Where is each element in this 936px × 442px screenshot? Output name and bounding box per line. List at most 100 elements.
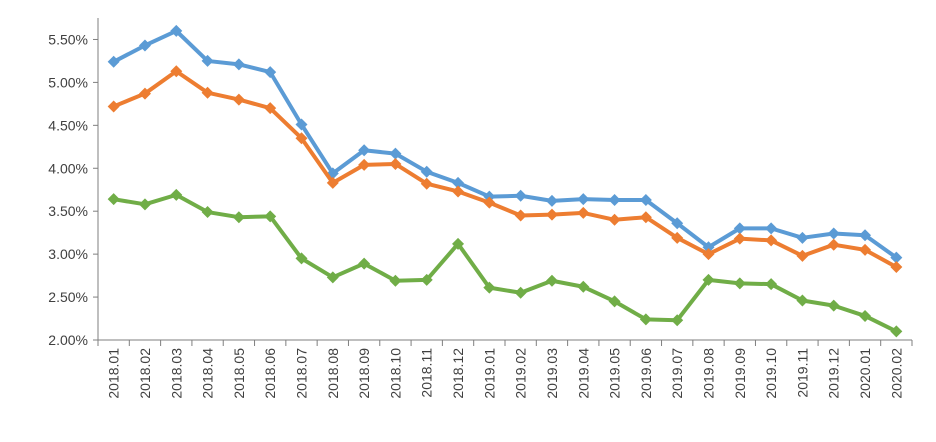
data-point-marker bbox=[107, 100, 120, 113]
data-point-marker bbox=[545, 194, 558, 207]
data-point-marker bbox=[827, 299, 840, 312]
x-tick-label: 2018.10 bbox=[387, 348, 403, 399]
data-point-marker bbox=[326, 176, 339, 189]
data-point-marker bbox=[201, 86, 214, 99]
data-point-marker bbox=[639, 194, 652, 207]
data-point-marker bbox=[138, 39, 151, 52]
data-point-marker bbox=[577, 206, 590, 219]
data-point-marker bbox=[608, 194, 621, 207]
data-point-marker bbox=[702, 248, 715, 261]
data-point-marker bbox=[420, 165, 433, 178]
x-tick-label: 2018.05 bbox=[231, 348, 247, 399]
data-point-marker bbox=[859, 309, 872, 322]
data-point-marker bbox=[890, 251, 903, 264]
x-tick-label: 2019.02 bbox=[513, 348, 529, 399]
x-tick-label: 2020.01 bbox=[857, 348, 873, 399]
y-tick-label: 4.50% bbox=[48, 117, 88, 133]
x-tick-label: 2019.07 bbox=[669, 348, 685, 399]
x-axis: 2018.01 2018.02 2018.03 2018.04 2018.05 2018.… bbox=[97, 339, 913, 399]
x-tick-label: 2019.12 bbox=[826, 348, 842, 399]
y-tick-label: 2.00% bbox=[48, 332, 88, 348]
data-point-marker bbox=[733, 222, 746, 235]
data-point-marker bbox=[890, 261, 903, 274]
data-point-marker bbox=[859, 229, 872, 242]
y-tick-label: 4.00% bbox=[48, 160, 88, 176]
x-tick-label: 2019.03 bbox=[544, 348, 560, 399]
series-2 bbox=[107, 65, 903, 274]
data-point-marker bbox=[264, 102, 277, 115]
data-point-marker bbox=[890, 325, 903, 338]
data-point-marker bbox=[545, 274, 558, 287]
data-point-marker bbox=[170, 188, 183, 201]
y-axis: 2.00% 2.50% 3.00% 3.50% 4.00% 4.50% 5.00% 5.50% bbox=[48, 18, 99, 348]
data-point-marker bbox=[295, 132, 308, 145]
x-tick-label: 2018.06 bbox=[262, 348, 278, 399]
data-point-marker bbox=[733, 277, 746, 290]
y-tick-label: 5.00% bbox=[48, 74, 88, 90]
data-point-marker bbox=[639, 313, 652, 326]
data-point-marker bbox=[420, 177, 433, 190]
data-point-marker bbox=[483, 196, 496, 209]
x-tick-label: 2018.12 bbox=[450, 348, 466, 399]
x-tick-label: 2018.04 bbox=[200, 348, 216, 399]
y-tick-label: 3.50% bbox=[48, 203, 88, 219]
series-line bbox=[112, 69, 898, 269]
data-point-marker bbox=[295, 118, 308, 131]
data-point-marker bbox=[389, 274, 402, 287]
x-tick-label: 2019.11 bbox=[794, 348, 810, 398]
x-tick-label: 2019.05 bbox=[607, 348, 623, 399]
x-tick-label: 2018.02 bbox=[137, 348, 153, 399]
x-tick-label: 2018.11 bbox=[419, 348, 435, 398]
data-point-marker bbox=[483, 281, 496, 294]
x-tick-label: 2018.09 bbox=[356, 348, 372, 399]
x-tick-label: 2019.09 bbox=[732, 348, 748, 399]
y-tick-label: 3.00% bbox=[48, 246, 88, 262]
data-point-marker bbox=[608, 213, 621, 226]
y-tick-label: 5.50% bbox=[48, 31, 88, 47]
data-point-marker bbox=[671, 231, 684, 244]
data-point-marker bbox=[608, 295, 621, 308]
data-point-marker bbox=[170, 65, 183, 78]
data-point-marker bbox=[671, 314, 684, 327]
data-point-marker bbox=[514, 286, 527, 299]
x-tick-label: 2018.01 bbox=[106, 348, 122, 399]
x-tick-label: 2020.02 bbox=[888, 348, 904, 399]
x-tick-label: 2018.08 bbox=[325, 348, 341, 399]
data-point-marker bbox=[733, 232, 746, 245]
data-point-marker bbox=[827, 227, 840, 240]
data-point-marker bbox=[170, 24, 183, 37]
data-point-marker bbox=[765, 222, 778, 235]
data-point-marker bbox=[796, 231, 809, 244]
data-point-marker bbox=[389, 147, 402, 160]
data-point-marker bbox=[827, 238, 840, 251]
x-tick-label: 2019.08 bbox=[701, 348, 717, 399]
data-point-marker bbox=[796, 294, 809, 307]
data-point-marker bbox=[452, 237, 465, 250]
data-point-marker bbox=[232, 58, 245, 71]
data-point-marker bbox=[452, 176, 465, 189]
data-point-marker bbox=[545, 208, 558, 221]
data-point-marker bbox=[107, 55, 120, 68]
x-tick-label: 2018.07 bbox=[294, 348, 310, 399]
series-layer bbox=[107, 24, 903, 338]
series-1 bbox=[107, 24, 903, 264]
data-point-marker bbox=[232, 93, 245, 106]
data-point-marker bbox=[358, 257, 371, 270]
data-point-marker bbox=[577, 280, 590, 293]
series-line bbox=[113, 192, 898, 334]
data-point-marker bbox=[107, 193, 120, 206]
data-point-marker bbox=[859, 243, 872, 256]
data-point-marker bbox=[514, 209, 527, 222]
x-tick-label: 2019.01 bbox=[481, 348, 497, 399]
data-point-marker bbox=[577, 193, 590, 206]
data-point-marker bbox=[514, 189, 527, 202]
data-point-marker bbox=[358, 158, 371, 171]
data-point-marker bbox=[326, 271, 339, 284]
y-tick-label: 2.50% bbox=[48, 289, 88, 305]
data-point-marker bbox=[358, 144, 371, 157]
data-point-marker bbox=[702, 273, 715, 286]
data-point-marker bbox=[201, 54, 214, 67]
data-point-marker bbox=[671, 217, 684, 230]
